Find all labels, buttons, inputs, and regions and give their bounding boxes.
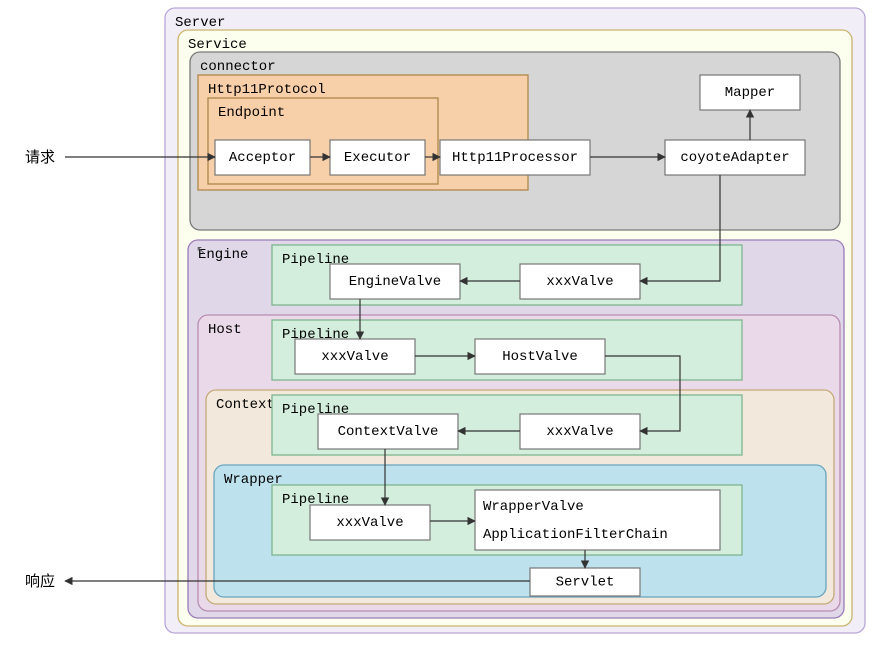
container-label-http11protocol: Http11Protocol — [208, 82, 326, 98]
node-label-coyoteadapter: coyoteAdapter — [680, 150, 789, 166]
container-label-connector: connector — [200, 59, 276, 75]
node-label-enginevalve: EngineValve — [349, 274, 441, 290]
request_label: 请求 — [25, 149, 55, 167]
response_label: 响应 — [25, 572, 55, 591]
node-label-xxxvalve4: xxxValve — [336, 515, 403, 531]
node-label-contextvalve: ContextValve — [338, 424, 439, 440]
node-label-executor: Executor — [344, 150, 411, 166]
node-label-hostvalve: HostValve — [502, 349, 578, 365]
node-label-xxxvalve3: xxxValve — [546, 424, 613, 440]
node-label2-wrappervalve: ApplicationFilterChain — [483, 527, 668, 543]
container-label-endpoint: Endpoint — [218, 105, 285, 121]
container-label-service: Service — [188, 37, 247, 53]
cursor-icon: ↖ — [196, 244, 206, 258]
node-label-http11processor: Http11Processor — [452, 150, 578, 166]
node-label-xxxvalve2: xxxValve — [321, 349, 388, 365]
node-label-mapper: Mapper — [725, 85, 775, 101]
container-label-host: Host — [208, 322, 242, 338]
node-label-wrappervalve: WrapperValve — [483, 499, 584, 515]
container-label-server: Server — [175, 15, 225, 31]
node-label-servlet: Servlet — [556, 575, 615, 591]
container-label-context: Context — [216, 397, 275, 413]
node-label-xxxvalve1: xxxValve — [546, 274, 613, 290]
node-label-acceptor: Acceptor — [229, 150, 296, 166]
